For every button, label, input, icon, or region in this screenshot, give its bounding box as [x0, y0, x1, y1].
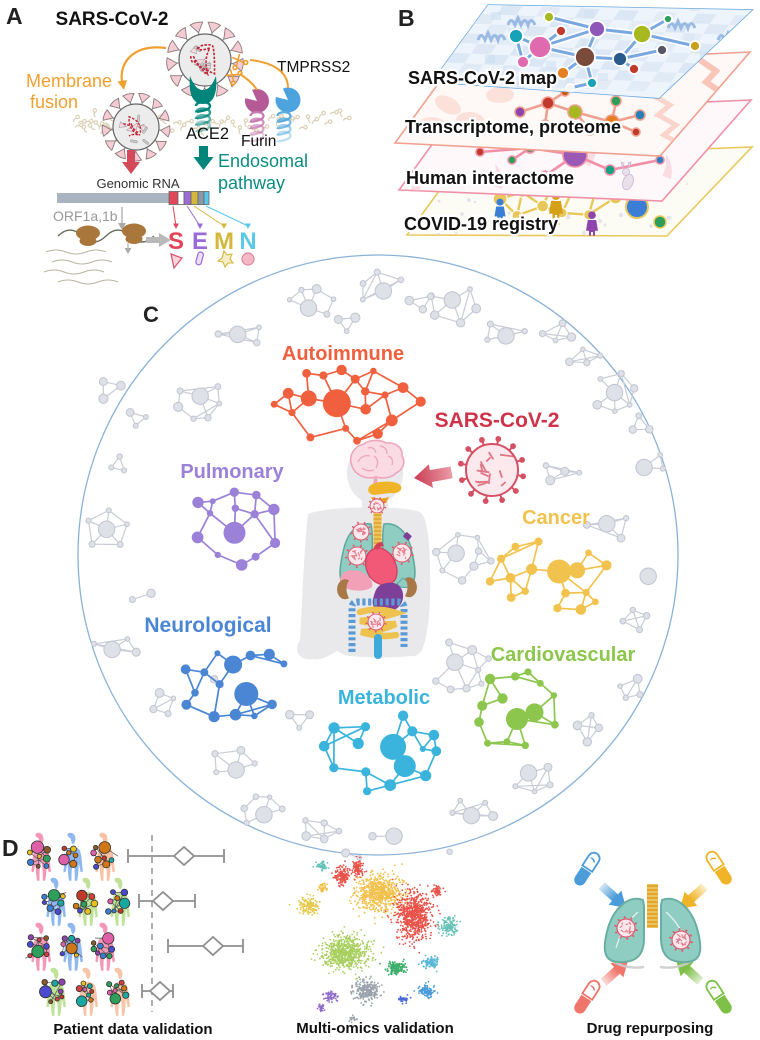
svg-text:Membrane: Membrane — [26, 71, 112, 91]
svg-text:Human interactome: Human interactome — [406, 168, 574, 188]
svg-text:Transcriptome, proteome: Transcriptome, proteome — [405, 117, 621, 137]
svg-text:ACE2: ACE2 — [186, 125, 229, 143]
svg-text:A: A — [6, 3, 23, 29]
svg-text:N: N — [239, 228, 256, 255]
svg-text:D: D — [2, 835, 19, 861]
svg-text:B: B — [398, 5, 415, 31]
svg-text:Endosomal: Endosomal — [218, 151, 308, 171]
svg-text:Cardiovascular: Cardiovascular — [491, 644, 636, 666]
svg-text:SARS-CoV-2: SARS-CoV-2 — [56, 9, 169, 30]
svg-text:COVID-19 registry: COVID-19 registry — [404, 214, 558, 234]
svg-text:Metabolic: Metabolic — [338, 687, 430, 709]
svg-text:Cancer: Cancer — [522, 507, 590, 529]
svg-text:Genomic RNA: Genomic RNA — [96, 176, 179, 191]
svg-text:Autoimmune: Autoimmune — [282, 343, 404, 365]
svg-text:Patient data validation: Patient data validation — [53, 1021, 212, 1038]
svg-text:TMPRSS2: TMPRSS2 — [277, 59, 350, 76]
svg-text:C: C — [143, 302, 159, 327]
svg-text:ORF1a,1b: ORF1a,1b — [53, 208, 118, 224]
svg-text:fusion: fusion — [30, 92, 78, 112]
svg-text:SARS-CoV-2: SARS-CoV-2 — [435, 409, 560, 432]
svg-text:M: M — [214, 228, 234, 255]
svg-text:Multi-omics validation: Multi-omics validation — [296, 1020, 454, 1037]
svg-text:S: S — [168, 228, 184, 255]
svg-text:Pulmonary: Pulmonary — [180, 461, 284, 483]
svg-text:Neurological: Neurological — [144, 614, 271, 637]
svg-text:SARS-CoV-2 map: SARS-CoV-2 map — [408, 68, 557, 88]
svg-text:E: E — [192, 228, 208, 255]
svg-text:Furin: Furin — [241, 133, 276, 150]
svg-text:pathway: pathway — [218, 173, 285, 193]
